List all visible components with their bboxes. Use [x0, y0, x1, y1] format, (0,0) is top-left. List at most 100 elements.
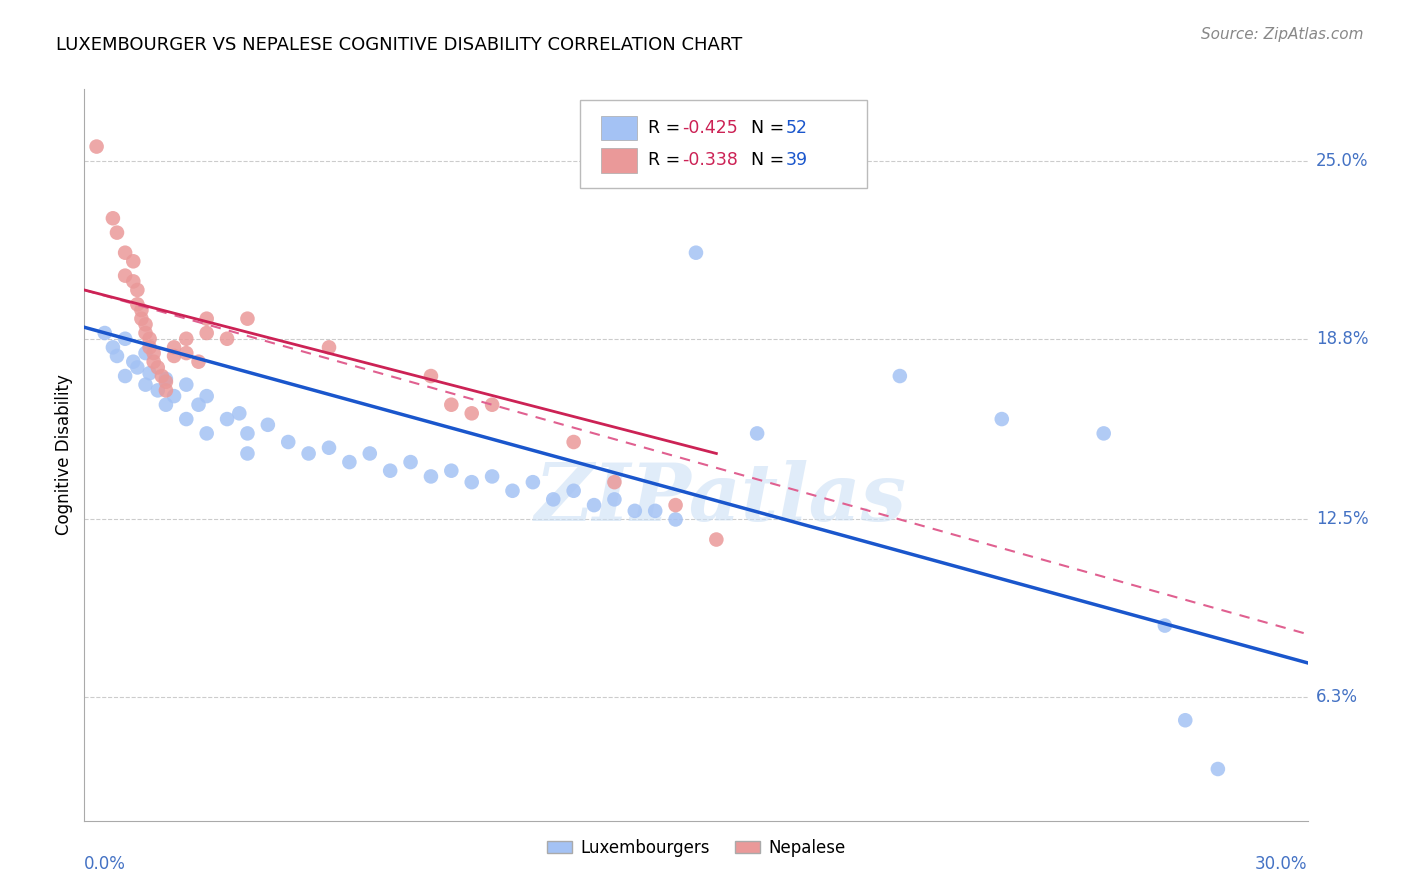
Point	[380, 464, 402, 478]
Text: 30.0%: 30.0%	[1256, 855, 1308, 873]
Point	[318, 441, 340, 455]
Point	[236, 426, 259, 441]
Text: R =: R =	[648, 119, 686, 137]
Text: N =: N =	[751, 151, 790, 169]
Point	[122, 254, 145, 268]
Point	[142, 346, 165, 360]
Point	[440, 464, 463, 478]
Point	[195, 326, 218, 340]
Point	[747, 426, 769, 441]
Point	[187, 398, 209, 412]
Point	[155, 398, 177, 412]
Point	[135, 346, 157, 360]
Point	[174, 346, 197, 360]
FancyBboxPatch shape	[600, 116, 637, 140]
Text: ZIPatlas: ZIPatlas	[534, 460, 907, 538]
Point	[1174, 713, 1197, 727]
Point	[114, 332, 136, 346]
Point	[399, 455, 422, 469]
Point	[163, 349, 186, 363]
Point	[155, 375, 177, 389]
Point	[195, 426, 218, 441]
Text: 39: 39	[786, 151, 807, 169]
Point	[187, 354, 209, 368]
Point	[174, 412, 197, 426]
Point	[138, 340, 160, 354]
FancyBboxPatch shape	[579, 100, 868, 188]
Point	[236, 446, 259, 460]
Point	[461, 475, 484, 490]
Point	[685, 245, 707, 260]
Text: -0.338: -0.338	[682, 151, 738, 169]
Point	[127, 283, 149, 297]
Point	[502, 483, 524, 498]
Point	[114, 245, 136, 260]
Point	[1092, 426, 1115, 441]
Text: 12.5%: 12.5%	[1316, 510, 1368, 528]
Point	[146, 360, 169, 375]
Point	[665, 498, 688, 512]
Point	[481, 469, 503, 483]
Point	[101, 211, 124, 226]
Point	[298, 446, 321, 460]
Point	[603, 492, 626, 507]
Point	[122, 274, 145, 288]
Text: 18.8%: 18.8%	[1316, 330, 1368, 348]
Point	[131, 311, 153, 326]
Point	[603, 475, 626, 490]
Point	[135, 318, 157, 332]
Point	[93, 326, 115, 340]
Text: LUXEMBOURGER VS NEPALESE COGNITIVE DISABILITY CORRELATION CHART: LUXEMBOURGER VS NEPALESE COGNITIVE DISAB…	[56, 36, 742, 54]
Point	[122, 354, 145, 368]
Point	[889, 369, 911, 384]
Point	[665, 512, 688, 526]
Point	[624, 504, 647, 518]
Point	[583, 498, 606, 512]
Point	[114, 369, 136, 384]
Point	[174, 377, 197, 392]
Point	[1206, 762, 1229, 776]
Point	[195, 311, 218, 326]
Point	[420, 469, 443, 483]
Point	[138, 366, 160, 380]
Text: N =: N =	[751, 119, 790, 137]
Point	[163, 389, 186, 403]
Text: 0.0%: 0.0%	[84, 855, 127, 873]
Text: -0.425: -0.425	[682, 119, 738, 137]
Text: Source: ZipAtlas.com: Source: ZipAtlas.com	[1201, 27, 1364, 42]
Point	[236, 311, 259, 326]
Point	[1154, 618, 1177, 632]
Point	[138, 332, 160, 346]
FancyBboxPatch shape	[600, 148, 637, 172]
Point	[461, 406, 484, 420]
Point	[135, 326, 157, 340]
Text: 6.3%: 6.3%	[1316, 689, 1358, 706]
Point	[217, 412, 239, 426]
Point	[155, 384, 177, 398]
Point	[228, 406, 250, 420]
Text: 25.0%: 25.0%	[1316, 152, 1368, 169]
Point	[543, 492, 565, 507]
Point	[163, 340, 186, 354]
Point	[562, 483, 585, 498]
Point	[150, 369, 173, 384]
Point	[991, 412, 1014, 426]
Point	[359, 446, 381, 460]
Point	[127, 297, 149, 311]
Point	[174, 332, 197, 346]
Text: 52: 52	[786, 119, 807, 137]
Point	[142, 354, 165, 368]
Point	[131, 303, 153, 318]
Point	[420, 369, 443, 384]
Point	[86, 139, 108, 153]
Point	[155, 372, 177, 386]
Point	[562, 435, 585, 450]
Point	[318, 340, 340, 354]
Point	[135, 377, 157, 392]
Point	[101, 340, 124, 354]
Point	[339, 455, 361, 469]
Legend: Luxembourgers, Nepalese: Luxembourgers, Nepalese	[540, 832, 852, 863]
Point	[127, 360, 149, 375]
Point	[522, 475, 544, 490]
Text: R =: R =	[648, 151, 686, 169]
